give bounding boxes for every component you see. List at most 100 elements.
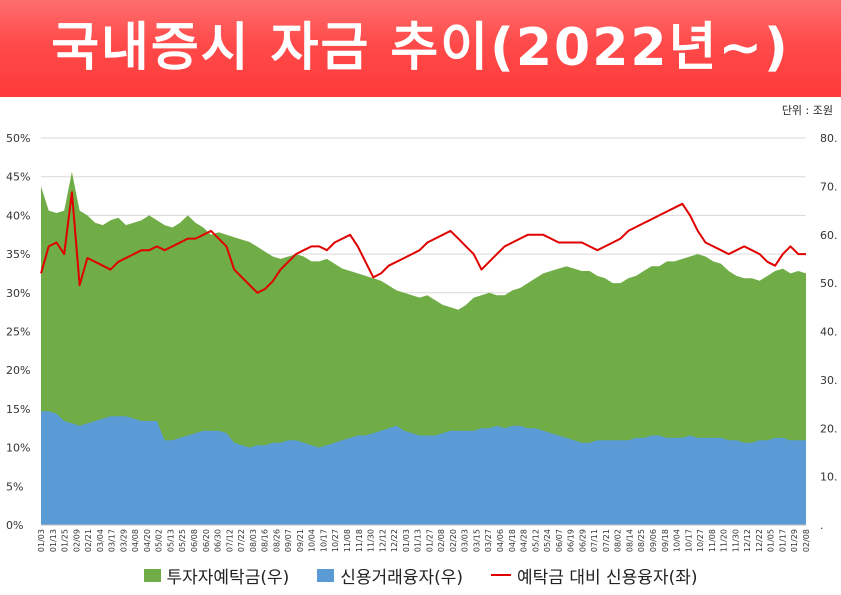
legend-swatch-deposit: [143, 568, 161, 582]
x-tick-label: 08/16: [261, 529, 270, 552]
x-tick-label: 01/03: [37, 529, 46, 552]
x-tick-label: 02/21: [84, 529, 93, 552]
right-tick-label: 10.: [820, 471, 838, 484]
x-tick-label: 01/27: [425, 529, 434, 552]
left-tick-label: 10%: [6, 442, 30, 455]
left-tick-label: 15%: [6, 403, 30, 416]
left-tick-label: 35%: [6, 248, 30, 261]
x-tick-label: 09/21: [296, 529, 305, 552]
x-tick-label: 03/29: [119, 529, 128, 552]
x-tick-label: 10/17: [684, 529, 693, 552]
legend-swatch-credit: [317, 568, 335, 582]
x-tick-label: 04/18: [508, 529, 517, 552]
x-tick-label: 07/21: [602, 529, 611, 552]
right-tick-label: 30.: [820, 374, 838, 387]
chart-legend: 투자자예탁금(우) 신용거래융자(우) 예탁금 대비 신용융자(좌): [0, 560, 841, 590]
x-tick-label: 10/17: [320, 529, 329, 552]
x-tick-label: 10/04: [308, 529, 317, 552]
legend-item-ratio: 예탁금 대비 신용융자(좌): [491, 563, 697, 588]
right-tick-label: 80.: [820, 132, 838, 145]
left-tick-label: 40%: [6, 209, 30, 222]
right-tick-label: 40.: [820, 326, 838, 339]
x-tick-label: 08/26: [272, 529, 281, 552]
x-tick-label: 10/27: [331, 529, 340, 552]
x-tick-label: 09/06: [649, 529, 658, 552]
x-tick-label: 01/03: [402, 529, 411, 552]
x-tick-label: 11/18: [355, 529, 364, 552]
x-tick-label: 03/03: [461, 529, 470, 552]
left-tick-label: 50%: [6, 132, 30, 145]
x-tick-label: 12/12: [378, 529, 387, 552]
right-tick-label: 60.: [820, 229, 838, 242]
x-tick-label: 04/08: [131, 529, 140, 552]
x-tick-label: 11/30: [731, 529, 740, 552]
x-tick-label: 01/25: [61, 529, 70, 552]
x-tick-label: 09/07: [284, 529, 293, 552]
series-area-credit: [41, 411, 806, 525]
x-tick-label: 02/09: [72, 529, 81, 552]
x-tick-label: 08/14: [626, 529, 635, 552]
fund-trend-chart: 0% 5% 10% 15% 20% 25% 30% 35% 40% 45% 50%. 10. 20. 30…: [6, 132, 838, 552]
x-tick-label: 08/25: [637, 529, 646, 552]
x-tick-label: 03/17: [108, 529, 117, 552]
x-tick-label: 01/13: [414, 529, 423, 552]
x-tick-label: 06/08: [190, 529, 199, 552]
x-tick-label: 01/29: [790, 529, 799, 552]
right-tick-label: 20.: [820, 422, 838, 435]
legend-label-deposit: 투자자예탁금(우): [166, 567, 290, 588]
x-tick-label: 06/20: [202, 529, 211, 552]
x-tick-label: 11/20: [720, 529, 729, 552]
x-tick-label: 07/11: [590, 529, 599, 552]
x-tick-label: 04/20: [143, 529, 152, 552]
x-tick-label: 05/13: [167, 529, 176, 552]
x-tick-label: 01/17: [779, 529, 788, 552]
x-tick-label: 09/18: [661, 529, 670, 552]
x-tick-label: 08/02: [614, 529, 623, 552]
x-tick-label: 11/30: [367, 529, 376, 552]
legend-label-credit: 신용거래융자(우): [340, 567, 463, 588]
x-tick-label: 12/22: [390, 529, 399, 552]
right-tick-label: .: [820, 519, 824, 532]
x-tick-label: 03/04: [96, 529, 105, 552]
right-tick-label: 70.: [820, 180, 838, 193]
right-tick-label: 50.: [820, 277, 838, 290]
x-tick-label: 04/06: [496, 529, 505, 552]
x-tick-label: 12/12: [743, 529, 752, 552]
x-tick-label: 02/20: [449, 529, 458, 552]
x-tick-label: 03/27: [484, 529, 493, 552]
x-tick-label: 05/02: [155, 529, 164, 552]
page-title: 국내증시 자금 추이(2022년~): [51, 18, 790, 78]
legend-swatch-ratio: [491, 574, 511, 576]
x-tick-label: 11/08: [343, 529, 352, 552]
x-tick-label: 02/08: [437, 529, 446, 552]
x-tick-label: 01/13: [49, 529, 58, 552]
unit-label: 단위 : 조원: [781, 104, 833, 117]
x-tick-label: 08/03: [249, 529, 258, 552]
left-tick-label: 30%: [6, 287, 30, 300]
x-tick-label: 06/19: [567, 529, 576, 552]
x-tick-label: 05/24: [543, 529, 552, 552]
x-tick-label: 05/12: [531, 529, 540, 552]
x-tick-label: 06/07: [555, 529, 564, 552]
x-tick-label: 07/12: [225, 529, 234, 552]
x-tick-label: 05/25: [178, 529, 187, 552]
legend-item-deposit: 투자자예탁금(우): [143, 563, 290, 588]
title-banner: 국내증시 자금 추이(2022년~): [0, 0, 841, 97]
x-tick-label: 06/29: [578, 529, 587, 552]
x-tick-label: 10/27: [696, 529, 705, 552]
left-tick-label: 20%: [6, 364, 30, 377]
left-tick-label: 45%: [6, 171, 30, 184]
series-area-deposit: [41, 171, 806, 525]
x-tick-label: 12/22: [755, 529, 764, 552]
legend-label-ratio: 예탁금 대비 신용융자(좌): [517, 567, 698, 588]
x-tick-label: 03/15: [473, 529, 482, 552]
x-tick-label: 07/22: [237, 529, 246, 552]
x-tick-label: 04/28: [520, 529, 529, 552]
legend-item-credit: 신용거래융자(우): [317, 563, 463, 588]
left-tick-label: 5%: [6, 480, 23, 493]
x-tick-label: 01/05: [767, 529, 776, 552]
x-tick-label: 10/04: [673, 529, 682, 552]
left-tick-label: 0%: [6, 519, 23, 532]
x-tick-label: 06/30: [214, 529, 223, 552]
x-tick-label: 11/08: [708, 529, 717, 552]
